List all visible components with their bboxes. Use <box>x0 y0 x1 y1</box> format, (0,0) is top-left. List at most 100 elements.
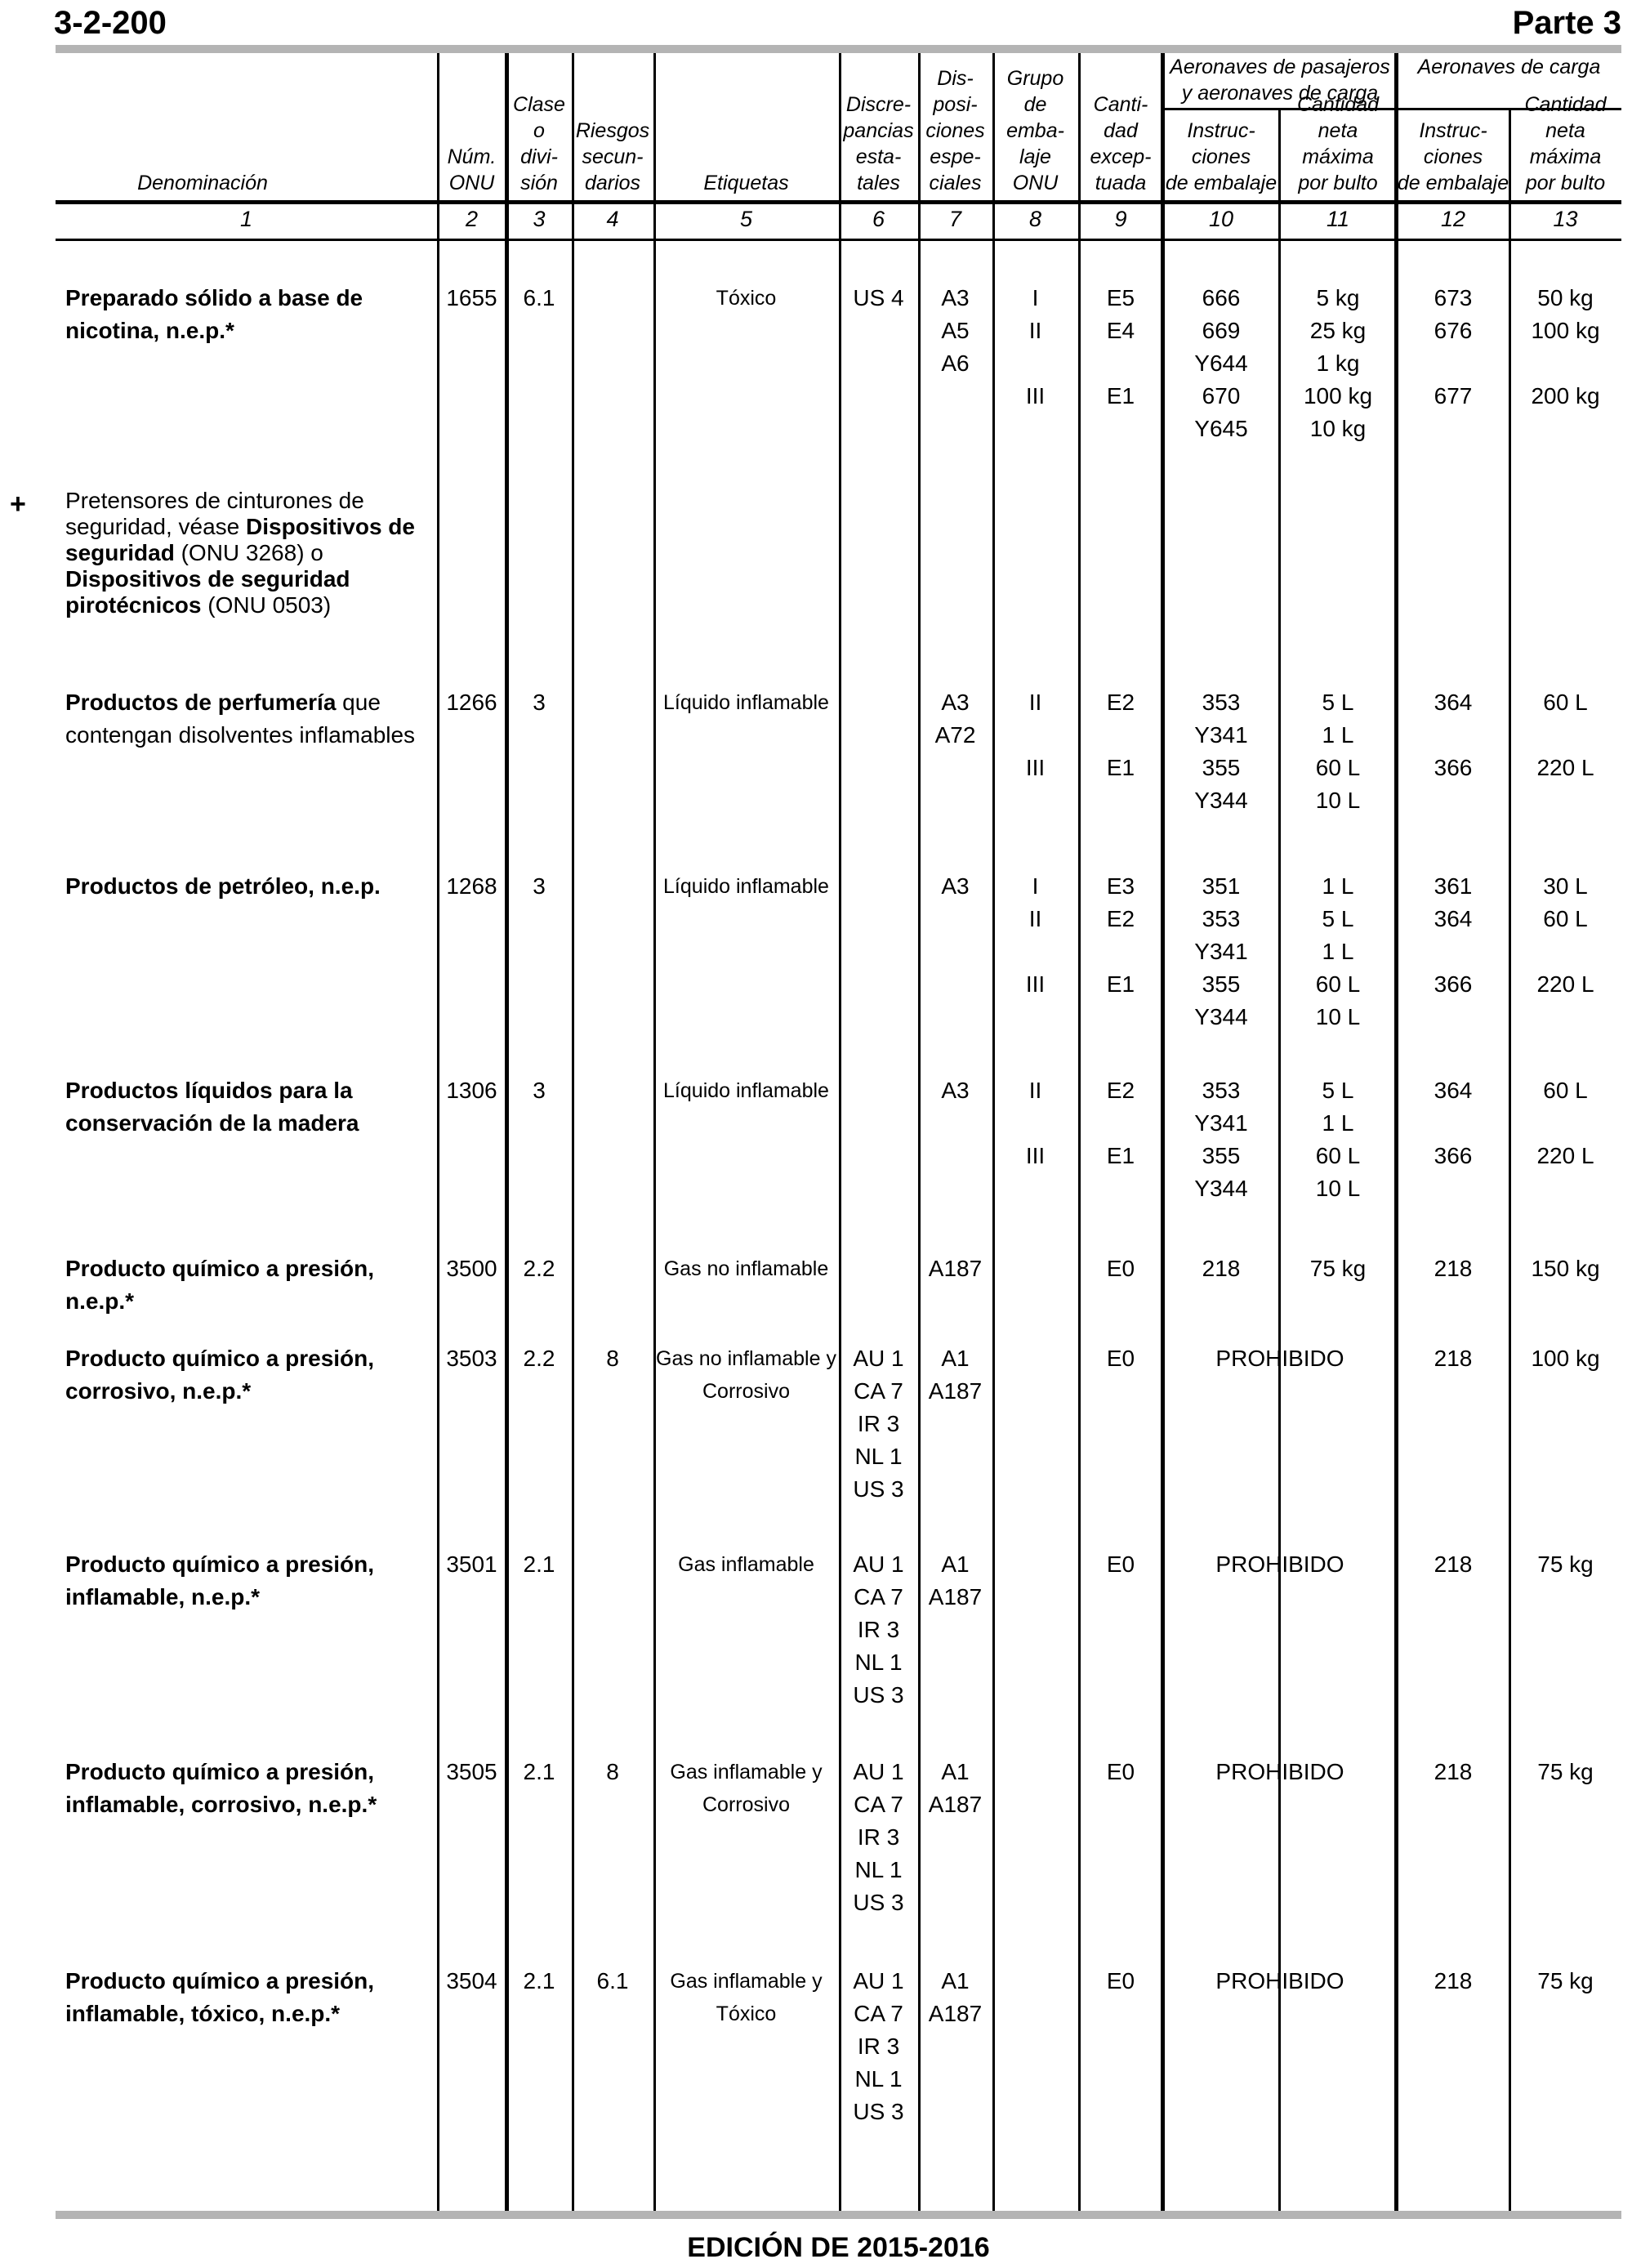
row-1655-col2: 1655 <box>446 285 497 310</box>
row-pretensores-name-line: Dispositivos de seguridad <box>65 566 350 592</box>
column-divider <box>918 53 921 2211</box>
row-3503-col2: 3503 <box>446 1346 497 1371</box>
row-3500-col9: E0 <box>1106 1256 1135 1281</box>
row-1306-col7: A3 <box>941 1078 970 1103</box>
row-3505-col7: A1 A187 <box>928 1759 983 1817</box>
row-3503-col3: 2.2 <box>523 1346 555 1371</box>
row-1266-col10: 353 Y341 355 Y344 <box>1194 690 1248 813</box>
row-1266-col2: 1266 <box>446 690 497 715</box>
row-3504-name-line: Producto químico a presión, <box>65 1968 375 1993</box>
cross-reference-plus-sign: + <box>10 489 26 520</box>
row-3504-col9: E0 <box>1106 1968 1135 1993</box>
row-1655-col6: US 4 <box>853 285 904 310</box>
row-3500-col12: 218 <box>1434 1256 1473 1281</box>
row-3503-col6: AU 1 CA 7 IR 3 NL 1 US 3 <box>853 1346 904 1502</box>
row-3504-col2: 3504 <box>446 1968 497 1993</box>
column-number-12: 12 <box>1440 207 1466 231</box>
row-3503-name: Producto químico a presión, corrosivo, n.… <box>65 1342 417 1408</box>
column-header-7: Dis- posi- ciones espe- ciales <box>925 67 985 194</box>
row-1268-col7: A3 <box>941 873 970 899</box>
row-1306-col12: 364 366 <box>1434 1078 1473 1168</box>
row-3505-name: Producto químico a presión, inflamable, c… <box>65 1756 417 1821</box>
edition-footer: EDICIÓN DE 2015-2016 <box>687 2232 990 2263</box>
row-3503-name-line: Producto químico a presión, <box>65 1346 375 1371</box>
row-1655-col12: 673 676 677 <box>1434 285 1473 409</box>
row-1655-col11: 5 kg 25 kg 1 kg 100 kg 10 kg <box>1303 285 1373 441</box>
row-3501-col3: 2.1 <box>523 1551 555 1577</box>
row-1266-col8: II III <box>1025 690 1046 780</box>
column-divider <box>437 53 439 2211</box>
row-3505-col12: 218 <box>1434 1759 1473 1784</box>
row-3501-name-line: inflamable, n.e.p.* <box>65 1584 261 1609</box>
row-3503-col7: A1 A187 <box>928 1346 983 1404</box>
table-bottom-bar <box>56 2211 1621 2219</box>
row-1655-col8: I II III <box>1025 285 1046 409</box>
column-number-11: 11 <box>1326 207 1350 231</box>
row-1268-col8: I II III <box>1025 873 1046 997</box>
row-1655-col13: 50 kg 100 kg 200 kg <box>1531 285 1600 409</box>
row-3503-col4: 8 <box>606 1346 619 1371</box>
row-3500-name: Producto químico a presión, n.e.p.* <box>65 1252 417 1318</box>
row-1268-col2: 1268 <box>446 873 497 899</box>
row-3501-col5: Gas inflamable <box>678 1553 814 1576</box>
row-3505-col5: Gas inflamable y Corrosivo <box>670 1761 823 1816</box>
column-header-6: Discre- pancias esta- tales <box>843 93 914 194</box>
row-1655-col10: 666 669 Y644 670 Y645 <box>1194 285 1248 441</box>
row-1268-name: Productos de petróleo, n.e.p. <box>65 870 417 903</box>
column-number-9: 9 <box>1114 207 1127 231</box>
row-1266-col7: A3 A72 <box>934 690 976 748</box>
row-3500-col10: 218 <box>1202 1256 1241 1281</box>
column-number-4: 4 <box>606 207 619 231</box>
column-number-1: 1 <box>239 207 253 231</box>
row-1268-col9: E3 E2 E1 <box>1106 873 1135 997</box>
column-header-13: Cantidad neta máxima por bulto <box>1524 93 1607 194</box>
column-number-2: 2 <box>465 207 479 231</box>
row-3504-name: Producto químico a presión, inflamable, t… <box>65 1965 417 2030</box>
row-3505-name-line: inflamable, corrosivo, n.e.p.* <box>65 1792 377 1817</box>
row-3500-name-line: n.e.p.* <box>65 1288 135 1314</box>
row-3504-col7: A1 A187 <box>928 1968 983 2026</box>
column-header-11: Cantidad neta máxima por bulto <box>1296 93 1380 194</box>
column-header-5: Etiquetas <box>703 172 789 194</box>
row-3504-prohibited: PROHIBIDO <box>1215 1968 1344 1993</box>
row-1306-name-line: Productos líquidos para la <box>65 1078 353 1103</box>
column-header-12: Instruc- ciones de embalaje <box>1397 119 1509 194</box>
column-divider <box>653 53 656 2211</box>
row-1306-col9: E2 E1 <box>1106 1078 1135 1168</box>
row-3503-name-line: corrosivo, n.e.p.* <box>65 1378 252 1404</box>
column-number-7: 7 <box>948 207 962 231</box>
column-header-1: Denominación <box>137 172 268 194</box>
row-3500-col7: A187 <box>928 1256 983 1281</box>
row-1266-col9: E2 E1 <box>1106 690 1135 780</box>
row-1268-col10: 351 353 Y341 355 Y344 <box>1194 873 1248 1029</box>
row-1655-col9: E5 E4 E1 <box>1106 285 1135 409</box>
row-1266-name: Productos de perfumería que contengan dis… <box>65 686 417 752</box>
column-header-2: Núm. ONU <box>447 145 497 194</box>
row-1266-name-line: contengan disolventes inflamables <box>65 722 416 748</box>
header-rule-thin <box>56 239 1621 241</box>
span-header-passenger: Aeronaves de pasajeros y aeronaves de ca… <box>1170 56 1390 105</box>
row-3500-col5: Gas no inflamable <box>663 1257 829 1280</box>
row-3505-name-line: Producto químico a presión, <box>65 1759 375 1784</box>
row-3504-col13: 75 kg <box>1537 1968 1594 1993</box>
row-3505-col2: 3505 <box>446 1759 497 1784</box>
row-1655-col5: Tóxico <box>716 287 777 310</box>
column-header-4: Riesgos secun- darios <box>575 119 650 194</box>
column-divider-heavy <box>505 53 509 2211</box>
row-3504-name-line: inflamable, tóxico, n.e.p.* <box>65 2001 341 2026</box>
row-1306-name: Productos líquidos para la conservación d… <box>65 1074 417 1140</box>
row-1266-col11: 5 L 1 L 60 L 10 L <box>1315 690 1361 813</box>
span-header-rule <box>1163 108 1621 110</box>
row-3504-col4: 6.1 <box>596 1968 629 1993</box>
row-3501-col12: 218 <box>1434 1551 1473 1577</box>
row-3505-col4: 8 <box>606 1759 619 1784</box>
row-3503-col13: 100 kg <box>1531 1346 1600 1371</box>
row-pretensores-name-line: seguridad (ONU 3268) o <box>65 540 323 565</box>
row-1268-col3: 3 <box>533 873 546 899</box>
row-3500-col3: 2.2 <box>523 1256 555 1281</box>
column-number-5: 5 <box>739 207 753 231</box>
row-3505-col3: 2.1 <box>523 1759 555 1784</box>
row-1306-col3: 3 <box>533 1078 546 1103</box>
row-3501-name-line: Producto químico a presión, <box>65 1551 375 1577</box>
